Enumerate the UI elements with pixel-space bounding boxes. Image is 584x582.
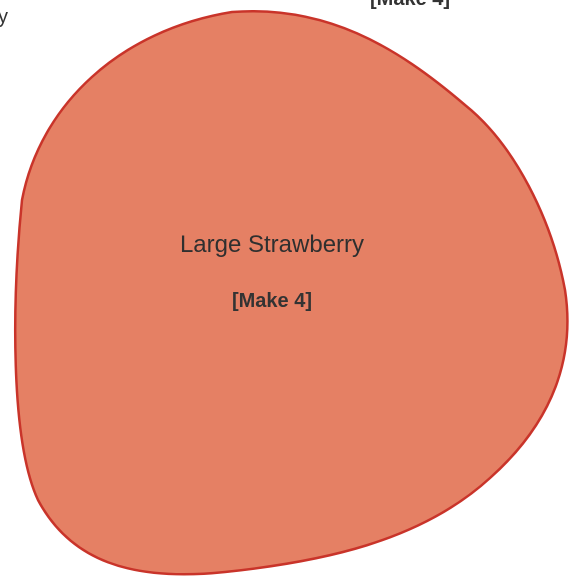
large-strawberry-label: Large Strawberry <box>179 231 365 258</box>
large-strawberry-count: [Make 4] <box>231 290 313 312</box>
partial-label-text: y <box>0 6 8 28</box>
large-strawberry-shape <box>14 9 569 576</box>
partial-make-count-text: [Make 4] <box>370 0 500 12</box>
